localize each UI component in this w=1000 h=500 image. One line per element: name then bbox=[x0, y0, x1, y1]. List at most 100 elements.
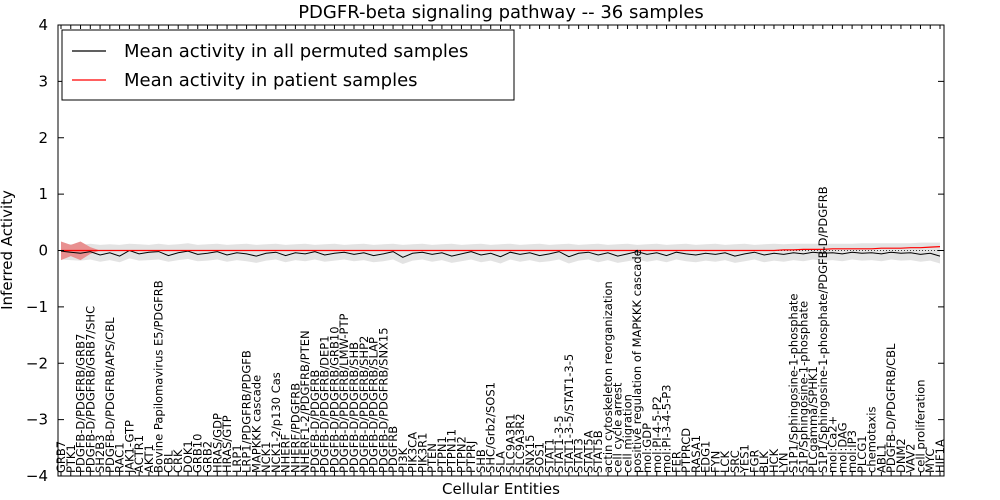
x-tick-label: VAV2 bbox=[904, 444, 918, 473]
x-tick-label: PLCG1 bbox=[855, 435, 869, 473]
x-tick-label: NCK1-2/p130 Cas bbox=[269, 372, 283, 473]
chart-title: PDGFR-beta signaling pathway -- 36 sampl… bbox=[298, 2, 704, 23]
x-tick-label: GRB10 bbox=[191, 434, 205, 473]
legend-frame bbox=[61, 29, 515, 101]
x-tick-label: AKT1 bbox=[142, 444, 156, 473]
x-tick-label: RASA1 bbox=[689, 435, 703, 473]
x-tick-label: SNX15 bbox=[523, 435, 537, 473]
x-tick-label: DNM2 bbox=[894, 438, 908, 473]
x-tick-label: SRC bbox=[728, 450, 742, 473]
x-tick-label: cell proliferation bbox=[914, 379, 928, 473]
legend: Mean activity in all permuted samples Mea… bbox=[61, 29, 515, 101]
x-tick-label: HIF1A bbox=[933, 439, 947, 473]
x-tick-label: PDGFB-D/PDGFRB/GRB7/SHC bbox=[83, 306, 97, 473]
x-tick-label: SOS1 bbox=[533, 442, 547, 473]
x-tick-label: PDGFB-D/PDGFRB/CBL bbox=[884, 343, 898, 473]
band-0 bbox=[61, 242, 940, 264]
x-tick-label: GRB7 bbox=[54, 441, 68, 473]
x-tick-label: PLCgamma/SPHK1 bbox=[806, 366, 820, 473]
x-tick-label: PDGFB-D/PDGFRB bbox=[308, 370, 322, 473]
series-line-1 bbox=[61, 246, 941, 252]
x-tick-label: mol:DAG bbox=[835, 422, 849, 473]
x-tick-label: NHERF1-2/PDGFRB/PTEN bbox=[298, 330, 312, 473]
x-tick-label: PTEN bbox=[425, 443, 439, 473]
y-tick-label: 0 bbox=[38, 242, 48, 260]
x-tick-label: BLK bbox=[757, 451, 771, 473]
x-tick-label: STAT1-3-5 bbox=[552, 415, 566, 473]
x-tick-label: actin cytoskeleton reorganization bbox=[601, 281, 615, 473]
x-tick-label: mol:IP3 bbox=[845, 430, 859, 473]
x-tick-label: PDGFB-D/PDGFRB/SNX15 bbox=[376, 327, 390, 473]
x-tick-label: PIK3R1 bbox=[415, 433, 429, 474]
x-tick-label: PDGFB-D/PDGFRB/DEP1 bbox=[318, 335, 332, 473]
x-tick-label: ABL1 bbox=[874, 444, 888, 473]
x-tick-label: PDGFB-D/PDGFRB/SHB bbox=[347, 342, 361, 473]
x-tick-label: STAT5B bbox=[591, 430, 605, 473]
x-tick-label: SH2B3 bbox=[93, 435, 107, 473]
x-axis-label: Cellular Entities bbox=[442, 480, 560, 498]
x-tick-label: MYC bbox=[923, 449, 937, 473]
y-tick-label: 2 bbox=[38, 129, 48, 147]
legend-entry: Mean activity in patient samples bbox=[124, 70, 418, 91]
x-tick-label: FYN bbox=[708, 451, 722, 473]
x-tick-label: PDGFB-D/PDGFRB/GRB7 bbox=[74, 334, 88, 473]
y-tick-label: −2 bbox=[26, 354, 48, 372]
x-tick-label: PDGFRB bbox=[386, 426, 400, 473]
x-tick-label: ACTR1 bbox=[132, 435, 146, 473]
x-tick-label: S1P1/Sphingosine-1-phosphate/PDGFB-D/PDG… bbox=[816, 186, 830, 473]
y-tick-label: −4 bbox=[26, 467, 48, 485]
x-tick-label: positive regulation of MAPKKK cascade bbox=[630, 249, 644, 473]
x-tick-label: EDG1 bbox=[699, 441, 713, 473]
x-tick-label: FGR bbox=[747, 449, 761, 473]
x-tick-label: FER bbox=[669, 451, 683, 473]
x-tick-label: SLC9A3R1 bbox=[503, 413, 517, 473]
x-tick-label: HRAS/GDP bbox=[210, 413, 224, 473]
x-tick-label: STAT1 bbox=[542, 438, 556, 473]
x-axis: GRB7PTK1PDGFB-D/PDGFRB/GRB7PDGFB-D/PDGFR… bbox=[54, 25, 947, 476]
series-line-0 bbox=[60, 249, 941, 258]
y-tick-label: −3 bbox=[26, 411, 48, 429]
x-tick-label: PTPRCD bbox=[679, 428, 693, 473]
x-tick-label: PDGFB-D/PDGFRB/GRB10 bbox=[328, 326, 342, 473]
x-tick-label: PIK3CA bbox=[406, 432, 420, 473]
x-tick-label: NCK1 bbox=[259, 442, 273, 474]
x-tick-label: MAPKKK cascade bbox=[249, 375, 263, 473]
y-tick-label: −1 bbox=[26, 298, 48, 316]
x-tick-label: PTPN1 bbox=[435, 436, 449, 473]
x-tick-label: LRP1 bbox=[230, 444, 244, 473]
x-tick-label: SLA bbox=[494, 451, 508, 473]
x-tick-label: mol:GDP bbox=[640, 423, 654, 473]
series-lines bbox=[58, 246, 944, 258]
x-tick-label: STAT1-3-5/STAT1-3-5 bbox=[562, 354, 576, 473]
x-tick-label: STAT3 bbox=[572, 438, 586, 473]
x-tick-label: PTK1 bbox=[64, 444, 78, 473]
x-tick-label: CRK bbox=[171, 449, 185, 473]
x-tick-label: YES1 bbox=[738, 444, 752, 474]
x-tick-label: SHB bbox=[474, 449, 488, 473]
y-axis: −4 −3 −2 −1 0 1 2 3 4 bbox=[26, 16, 944, 485]
x-tick-label: LYN bbox=[777, 452, 791, 473]
y-tick-label: 4 bbox=[38, 16, 48, 34]
x-tick-label: Bovine Papilomavirus E5/PDGFRB bbox=[152, 280, 166, 473]
x-tick-label: PTPRJ bbox=[464, 441, 478, 473]
x-tick-label: DOK1 bbox=[181, 440, 195, 473]
y-tick-label: 3 bbox=[38, 72, 48, 90]
x-tick-label: LCK bbox=[718, 451, 732, 473]
x-tick-label: PTPN2 bbox=[454, 436, 468, 473]
x-tick-label: PDGFB-D/PDGFRB/SHP2 bbox=[357, 336, 371, 473]
y-axis-label: Inferred Activity bbox=[0, 190, 16, 310]
x-tick-label: HCK bbox=[767, 448, 781, 473]
x-tick-label: S1P1/Sphingosine-1-phosphate bbox=[787, 294, 801, 473]
legend-entry: Mean activity in all permuted samples bbox=[124, 41, 468, 62]
x-tick-label: PI3K bbox=[396, 447, 410, 473]
x-tick-label: PDGFB-D/PDGFRB/LMW-PTP bbox=[337, 313, 351, 472]
x-tick-label: mol:Ca2+ bbox=[826, 416, 840, 473]
x-tick-label: STAT5A bbox=[581, 430, 595, 473]
x-tick-label: NHERF bbox=[279, 434, 293, 473]
x-tick-label: S1P/Sphingosine-1-phosphate bbox=[796, 301, 810, 473]
x-tick-label: mol:PI-4-5-P2 bbox=[650, 396, 664, 473]
x-tick-label: LRP1/PDGFRB/PDGFB bbox=[240, 350, 254, 473]
x-tick-label: SHC/Grb2/SOS1 bbox=[484, 382, 498, 473]
x-tick-label: SLC9A3R2 bbox=[513, 413, 527, 473]
